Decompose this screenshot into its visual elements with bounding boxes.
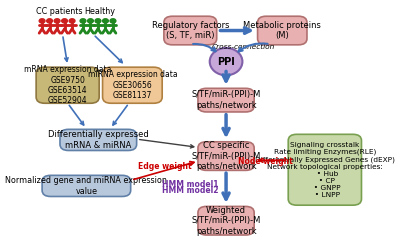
Text: Weighted
S/TF/miR-(PPI)-M
paths/network: Weighted S/TF/miR-(PPI)-M paths/network [191,206,261,236]
FancyBboxPatch shape [288,134,362,205]
Circle shape [95,19,101,23]
FancyBboxPatch shape [36,67,99,103]
Text: CC specific
S/TF/miR-(PPI)-M
paths/network: CC specific S/TF/miR-(PPI)-M paths/netwo… [191,141,261,171]
Text: HMM model2: HMM model2 [162,186,218,196]
Text: Signaling crosstalk
Rate limiting Enzymes(RLE)
Differentially Expressed Genes (d: Signaling crosstalk Rate limiting Enzyme… [255,142,395,198]
Text: Node weight: Node weight [238,157,293,166]
Circle shape [80,19,86,23]
Text: Cross-connection: Cross-connection [212,44,275,50]
Text: S/TF/miR-(PPI)-M
paths/network: S/TF/miR-(PPI)-M paths/network [191,90,261,110]
Text: PPI: PPI [217,56,235,66]
FancyBboxPatch shape [198,88,254,112]
Text: Regulatory factors
(S, TF, miR): Regulatory factors (S, TF, miR) [152,21,229,40]
Text: miRNA expression data
GSE30656
GSE81137: miRNA expression data GSE30656 GSE81137 [88,70,177,100]
Circle shape [88,19,93,23]
FancyBboxPatch shape [198,142,254,170]
Text: mRNA expression data
GSE9750
GSE63514
GSE52904: mRNA expression data GSE9750 GSE63514 GS… [24,65,111,105]
Circle shape [54,19,60,23]
Circle shape [47,19,52,23]
Circle shape [69,19,75,23]
Text: CC patients: CC patients [36,7,82,16]
Circle shape [39,19,45,23]
FancyBboxPatch shape [42,175,131,197]
Text: Differentially expressed
mRNA & miRNA: Differentially expressed mRNA & miRNA [48,130,149,150]
Text: Healthy: Healthy [84,7,116,16]
Text: HMM model1: HMM model1 [162,180,218,189]
Text: Edge weight: Edge weight [138,162,192,171]
Text: Normalized gene and miRNA expression
value: Normalized gene and miRNA expression val… [6,176,167,196]
Ellipse shape [210,48,242,75]
FancyBboxPatch shape [164,16,217,45]
FancyBboxPatch shape [60,129,137,150]
FancyBboxPatch shape [258,16,307,45]
FancyBboxPatch shape [102,67,162,103]
Circle shape [110,19,116,23]
Text: Metabolic proteins
(M): Metabolic proteins (M) [243,21,321,40]
Circle shape [62,19,68,23]
FancyBboxPatch shape [198,206,254,235]
Circle shape [102,19,108,23]
